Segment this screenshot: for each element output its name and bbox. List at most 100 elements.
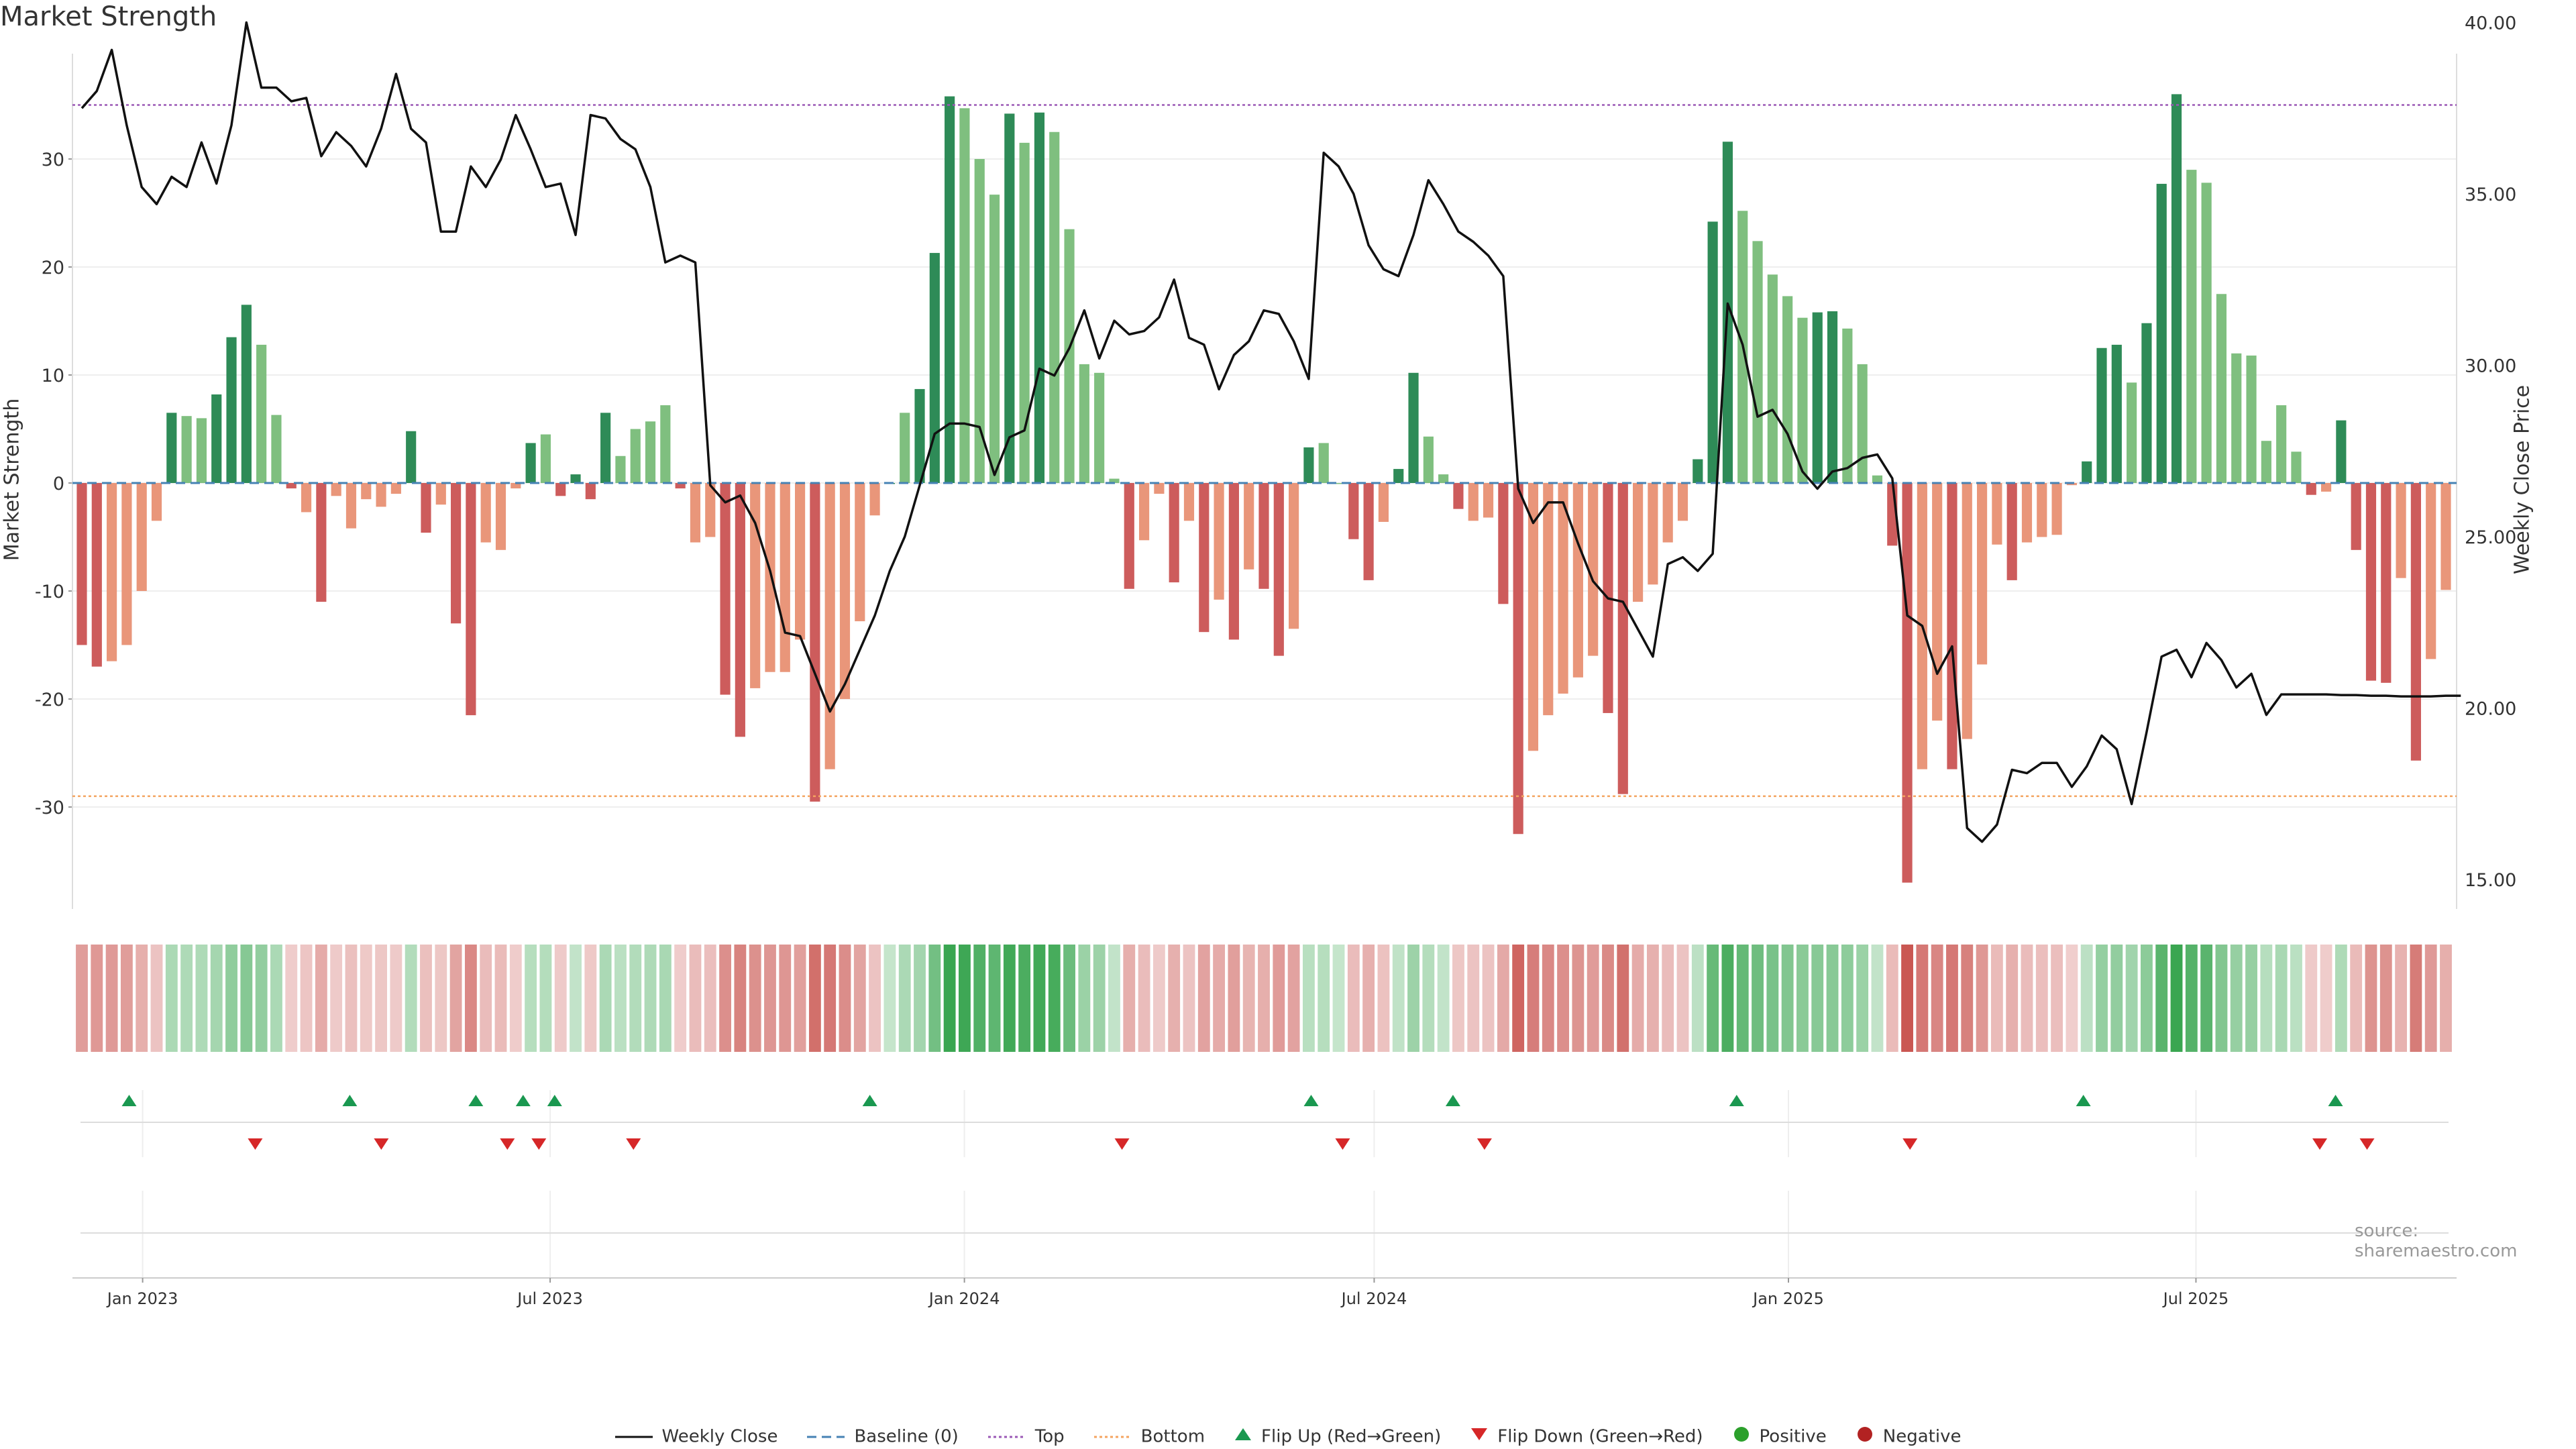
strength-bar — [1483, 483, 1494, 518]
heat-cell — [2365, 945, 2377, 1052]
heat-cell — [794, 945, 806, 1052]
heat-cell — [285, 945, 298, 1052]
heat-cell — [614, 945, 627, 1052]
reference-lines — [72, 104, 2457, 798]
strength-bars — [76, 94, 2451, 883]
heat-cell — [2096, 945, 2108, 1052]
heat-cell — [1362, 945, 1375, 1052]
heat-cell — [824, 945, 837, 1052]
legend-label: Positive — [1759, 1426, 1827, 1447]
y2-tick-label: 40.00 — [2465, 13, 2516, 34]
heat-cell — [570, 945, 582, 1052]
heat-cell — [2424, 945, 2437, 1052]
strength-bar — [2156, 184, 2167, 483]
heat-cell — [584, 945, 597, 1052]
flip-down-marker — [1335, 1138, 1350, 1150]
heat-cell — [629, 945, 642, 1052]
strength-bar — [2141, 323, 2152, 483]
strength-bar — [555, 483, 566, 496]
strength-bar — [630, 429, 641, 483]
heat-cell — [1602, 945, 1614, 1052]
strength-bar — [1677, 483, 1688, 521]
strength-bar — [1019, 142, 1030, 483]
strength-bar — [2351, 483, 2361, 550]
flip-up-marker — [547, 1095, 562, 1106]
heat-cell — [1228, 945, 1240, 1052]
strength-bar — [1872, 475, 1883, 483]
flip-up-marker — [468, 1095, 484, 1106]
strength-bar — [1258, 483, 1269, 589]
weekly-close-polyline — [80, 21, 2461, 843]
heat-cell — [2305, 945, 2318, 1052]
heat-cell — [1781, 945, 1794, 1052]
legend-item-baseline: Baseline (0) — [807, 1426, 959, 1447]
flip-up-marker — [1729, 1095, 1744, 1106]
strength-bar — [1318, 443, 1329, 483]
heat-cell — [869, 945, 881, 1052]
strength-bar — [615, 455, 626, 483]
heat-cell — [120, 945, 133, 1052]
heat-cell — [1617, 945, 1629, 1052]
strength-bar — [2186, 170, 2197, 483]
heat-cell — [1003, 945, 1016, 1052]
flip-down-marker — [1114, 1138, 1130, 1150]
heat-cell — [1078, 945, 1091, 1052]
heat-cell — [928, 945, 941, 1052]
strength-bar — [570, 474, 581, 483]
strength-bar — [196, 418, 207, 483]
flip-up-marker — [121, 1095, 137, 1106]
heat-cell — [764, 945, 776, 1052]
strength-bar — [2216, 294, 2227, 483]
strength-bar — [1154, 483, 1165, 494]
heat-cell — [1287, 945, 1300, 1052]
heat-cell — [2215, 945, 2228, 1052]
strength-bar — [974, 159, 985, 483]
strength-bar — [1348, 483, 1359, 539]
strength-bar — [1752, 241, 1763, 483]
heat-cell — [1766, 945, 1779, 1052]
x-tick-label: Jan 2025 — [1752, 1289, 1824, 1308]
heat-cell — [853, 945, 866, 1052]
source-note: source: sharemaestro.com — [2355, 1221, 2518, 1261]
strength-bar — [600, 413, 611, 483]
heat-cell — [973, 945, 986, 1052]
heat-cell — [1063, 945, 1075, 1052]
strength-bar — [1109, 478, 1120, 483]
flip-up-marker — [515, 1095, 531, 1106]
flip-down-marker — [1477, 1138, 1492, 1150]
strength-bar — [2051, 483, 2062, 535]
strength-bar — [1782, 296, 1793, 483]
strength-bar — [929, 253, 940, 483]
heat-cell — [1512, 945, 1525, 1052]
heat-cell — [839, 945, 851, 1052]
legend-swatch-positive — [1733, 1426, 1750, 1448]
strength-bar — [1558, 483, 1568, 694]
strength-bar — [2231, 353, 2242, 483]
heat-cell — [480, 945, 492, 1052]
heat-cell — [1916, 945, 1929, 1052]
legend-item-negative: Negative — [1856, 1426, 1961, 1448]
strength-bar — [451, 483, 462, 624]
heat-cell — [1587, 945, 1599, 1052]
weekly-close-line — [80, 21, 2461, 843]
legend-swatch-negative — [1856, 1426, 1874, 1448]
strength-bar — [1289, 483, 1299, 629]
heat-cell — [2170, 945, 2183, 1052]
heat-cell — [1452, 945, 1464, 1052]
strength-bar — [2111, 344, 2122, 483]
heat-cell — [1467, 945, 1480, 1052]
strength-bar — [1094, 372, 1105, 483]
heat-cell — [2006, 945, 2019, 1052]
flip-down-marker — [2312, 1138, 2328, 1150]
legend-swatch-bottom — [1093, 1427, 1132, 1447]
heat-cell — [883, 945, 896, 1052]
heat-cell — [2260, 945, 2273, 1052]
y-tick-label: -10 — [35, 582, 64, 602]
heat-cell — [360, 945, 372, 1052]
strength-bar — [1633, 483, 1644, 602]
legend-item-flip-down: Flip Down (Green→Red) — [1470, 1426, 1703, 1447]
strength-bar — [1543, 483, 1554, 716]
strength-bar — [406, 431, 417, 483]
flip-up-marker — [862, 1095, 877, 1106]
heat-cell — [1138, 945, 1150, 1052]
